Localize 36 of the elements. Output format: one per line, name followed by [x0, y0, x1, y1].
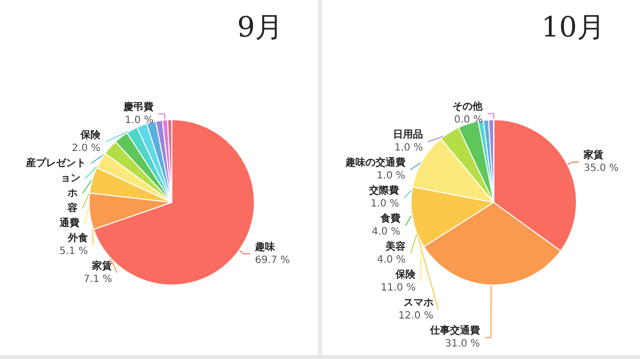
slice-label: 慶弔費	[122, 100, 154, 113]
chart-title: 9月	[237, 10, 284, 44]
slice-label: スマホ	[403, 298, 434, 309]
slice-label: 家賃	[582, 149, 604, 162]
slice-label: 美容	[384, 240, 406, 253]
slice-label: ョン	[60, 172, 80, 184]
slice-label: ホ	[66, 188, 78, 199]
chart-title: 10月	[541, 10, 606, 44]
slice-label: 保険	[79, 128, 102, 141]
slice-label: 外食	[66, 232, 88, 244]
slice-label: 食費	[379, 212, 400, 225]
data-label: 1.0 %	[394, 142, 423, 154]
data-label: 69.7 %	[254, 254, 290, 266]
data-label: 1.0 %	[376, 170, 406, 182]
data-label: 5.1 %	[59, 246, 88, 257]
slice-label: 通費	[58, 216, 80, 229]
data-label: 2.0 %	[72, 142, 100, 154]
category-label: その他	[452, 102, 483, 113]
slice-label: 交際費	[368, 184, 400, 197]
data-label: 31.0 %	[444, 338, 480, 350]
data-label: 1.0 %	[370, 198, 400, 210]
slice-label: 家賃	[91, 260, 112, 272]
data-label: 1.0 %	[124, 114, 154, 126]
slice-label: 趣味の交通費	[344, 156, 406, 169]
data-label: 35.0 %	[584, 163, 619, 174]
slice-label: 保険	[394, 268, 417, 281]
data-label: 11.0 %	[380, 282, 416, 294]
slice-label: 仕事交通費	[428, 324, 480, 337]
slice-label: 産プレゼント	[24, 156, 86, 169]
data-label: 7.1 %	[83, 274, 112, 285]
data-label: 12.0 %	[398, 310, 434, 322]
data-label: 4.0 %	[372, 226, 400, 238]
slice-label: 日用品	[392, 128, 423, 141]
slice-label: 趣味	[254, 240, 276, 253]
data-label: 4.0 %	[377, 254, 406, 266]
slice-label: 容	[66, 202, 78, 214]
